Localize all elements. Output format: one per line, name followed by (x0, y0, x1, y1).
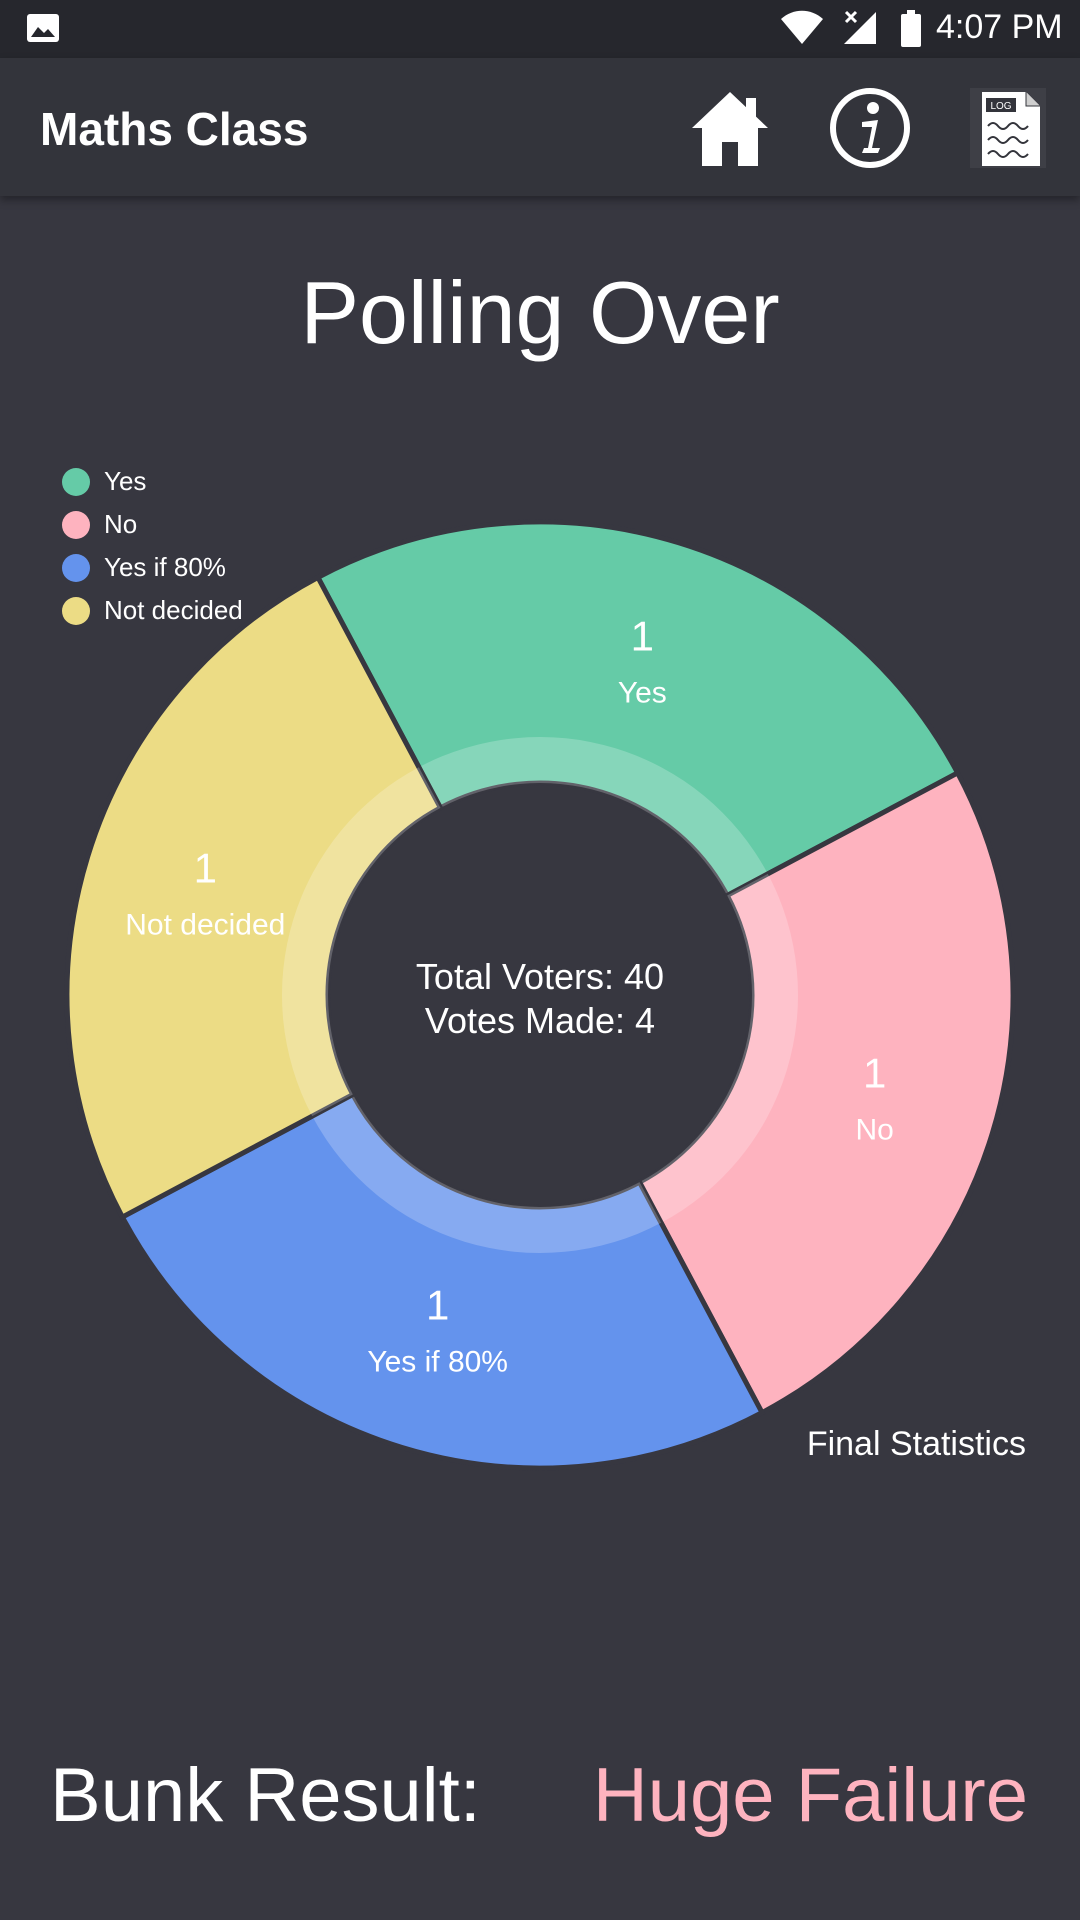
legend-item-yes: Yes (62, 460, 243, 503)
slice-not-decided[interactable] (64, 573, 444, 1221)
legend-dot-yes (62, 467, 90, 496)
slice-value-yes-if-80: 1 (426, 1282, 449, 1329)
legend-label-yes: Yes (104, 466, 147, 496)
slice-value-yes: 1 (631, 612, 654, 659)
legend-dot-no (62, 510, 90, 539)
slice-highlight-not-decided (282, 767, 441, 1117)
poll-title: Polling Over (300, 263, 780, 362)
home-icon[interactable] (688, 86, 772, 170)
center-total-voters: Total Voters: 40 (416, 956, 664, 997)
legend-item-no: No (62, 503, 243, 546)
legend-item-not-decided: Not decided (62, 589, 243, 632)
slice-value-no: 1 (863, 1049, 886, 1096)
slice-label-no: No (856, 1113, 894, 1146)
info-icon[interactable] (828, 86, 912, 170)
legend-label-yes-if-80: Yes if 80% (104, 552, 226, 582)
slice-highlight-no (639, 873, 798, 1223)
slice-yes[interactable] (314, 519, 962, 899)
result-label: Bunk Result: (50, 1753, 481, 1838)
log-icon-text: LOG (990, 101, 1011, 112)
slice-yes-if-80[interactable] (118, 1091, 766, 1471)
center-votes-made: Votes Made: 4 (425, 1000, 655, 1041)
gallery-icon (27, 14, 59, 42)
chart-legend: Yes No Yes if 80% Not decided (62, 460, 243, 632)
clock: 4:07 PM (936, 8, 1063, 46)
app-title: Maths Class (40, 103, 309, 155)
status-bar: 4:07 PM (0, 0, 1080, 58)
chart-description: Final Statistics (806, 1425, 1026, 1463)
signal-icon (844, 10, 876, 44)
wifi-icon (781, 10, 823, 44)
legend-item-yes-if-80: Yes if 80% (62, 546, 243, 589)
slice-label-yes-if-80: Yes if 80% (367, 1346, 508, 1379)
slice-value-not-decided: 1 (194, 845, 217, 892)
slice-highlight-yes-if-80 (312, 1094, 662, 1253)
log-icon[interactable]: LOG (968, 86, 1048, 170)
legend-dot-yes-if-80 (62, 553, 90, 582)
result-value: Huge Failure (592, 1753, 1028, 1838)
legend-label-no: No (104, 509, 138, 539)
slice-no[interactable] (636, 769, 1016, 1417)
poll-donut-chart[interactable]: 1 Yes 1 No 1 Yes if 80% 1 Not decided Total Vote… (0, 480, 1080, 1500)
slice-highlight-yes (418, 737, 768, 896)
battery-icon (901, 10, 921, 47)
app-bar: Maths Class LOG (0, 58, 1080, 196)
legend-label-not-decided: Not decided (104, 595, 243, 625)
slice-label-yes: Yes (618, 676, 667, 709)
legend-dot-not-decided (62, 596, 90, 625)
slice-label-not-decided: Not decided (125, 909, 285, 942)
